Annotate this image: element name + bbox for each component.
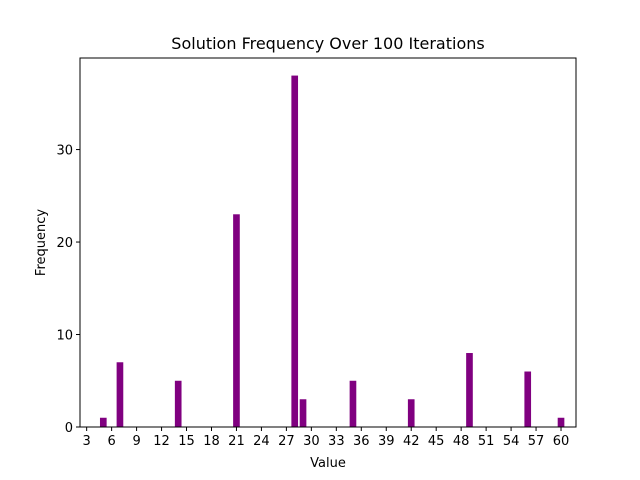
bar (291, 75, 299, 428)
x-tick-label: 24 (253, 434, 270, 449)
x-tick-label: 51 (478, 434, 495, 449)
x-tick-label: 42 (403, 434, 420, 449)
x-tick-label: 33 (328, 434, 345, 449)
bar (99, 417, 107, 427)
x-tick-label: 9 (132, 434, 140, 449)
x-tick-label: 6 (107, 434, 115, 449)
x-tick-label: 18 (203, 434, 220, 449)
bar (299, 399, 307, 427)
bar (524, 371, 532, 427)
x-tick-label: 21 (228, 434, 245, 449)
x-tick-label: 39 (378, 434, 395, 449)
x-tick-label: 48 (453, 434, 470, 449)
y-axis-label: Frequency (34, 209, 49, 276)
bar (174, 380, 182, 427)
y-tick-label: 20 (56, 236, 73, 251)
x-tick-label: 54 (503, 434, 520, 449)
x-tick-label: 15 (178, 434, 195, 449)
x-axis-label: Value (310, 456, 346, 471)
x-tick-label: 30 (303, 434, 320, 449)
bar (233, 214, 240, 427)
bar (407, 399, 415, 427)
y-tick-label: 0 (65, 421, 73, 436)
x-tick-label: 3 (83, 434, 91, 449)
x-tick-label: 57 (528, 434, 545, 449)
y-tick-label: 10 (56, 329, 73, 344)
x-tick-group: 3 6 9 12 15 18 21 24 27 30 33 36 39 42 45 48 51 54 57 60 (83, 427, 570, 449)
y-tick-group: 0 10 20 30 (56, 144, 80, 436)
x-tick-label: 27 (278, 434, 295, 449)
bar (349, 380, 357, 427)
bar (557, 417, 565, 427)
bar (116, 362, 124, 427)
chart-title: Solution Frequency Over 100 Iterations (171, 34, 484, 53)
x-tick-label: 60 (553, 434, 570, 449)
bar-group (99, 75, 565, 428)
plot-frame (79, 57, 577, 428)
bar (466, 353, 473, 427)
x-tick-label: 36 (353, 434, 370, 449)
y-tick-label: 30 (56, 144, 73, 159)
x-tick-label: 45 (428, 434, 445, 449)
x-tick-label: 12 (153, 434, 170, 449)
